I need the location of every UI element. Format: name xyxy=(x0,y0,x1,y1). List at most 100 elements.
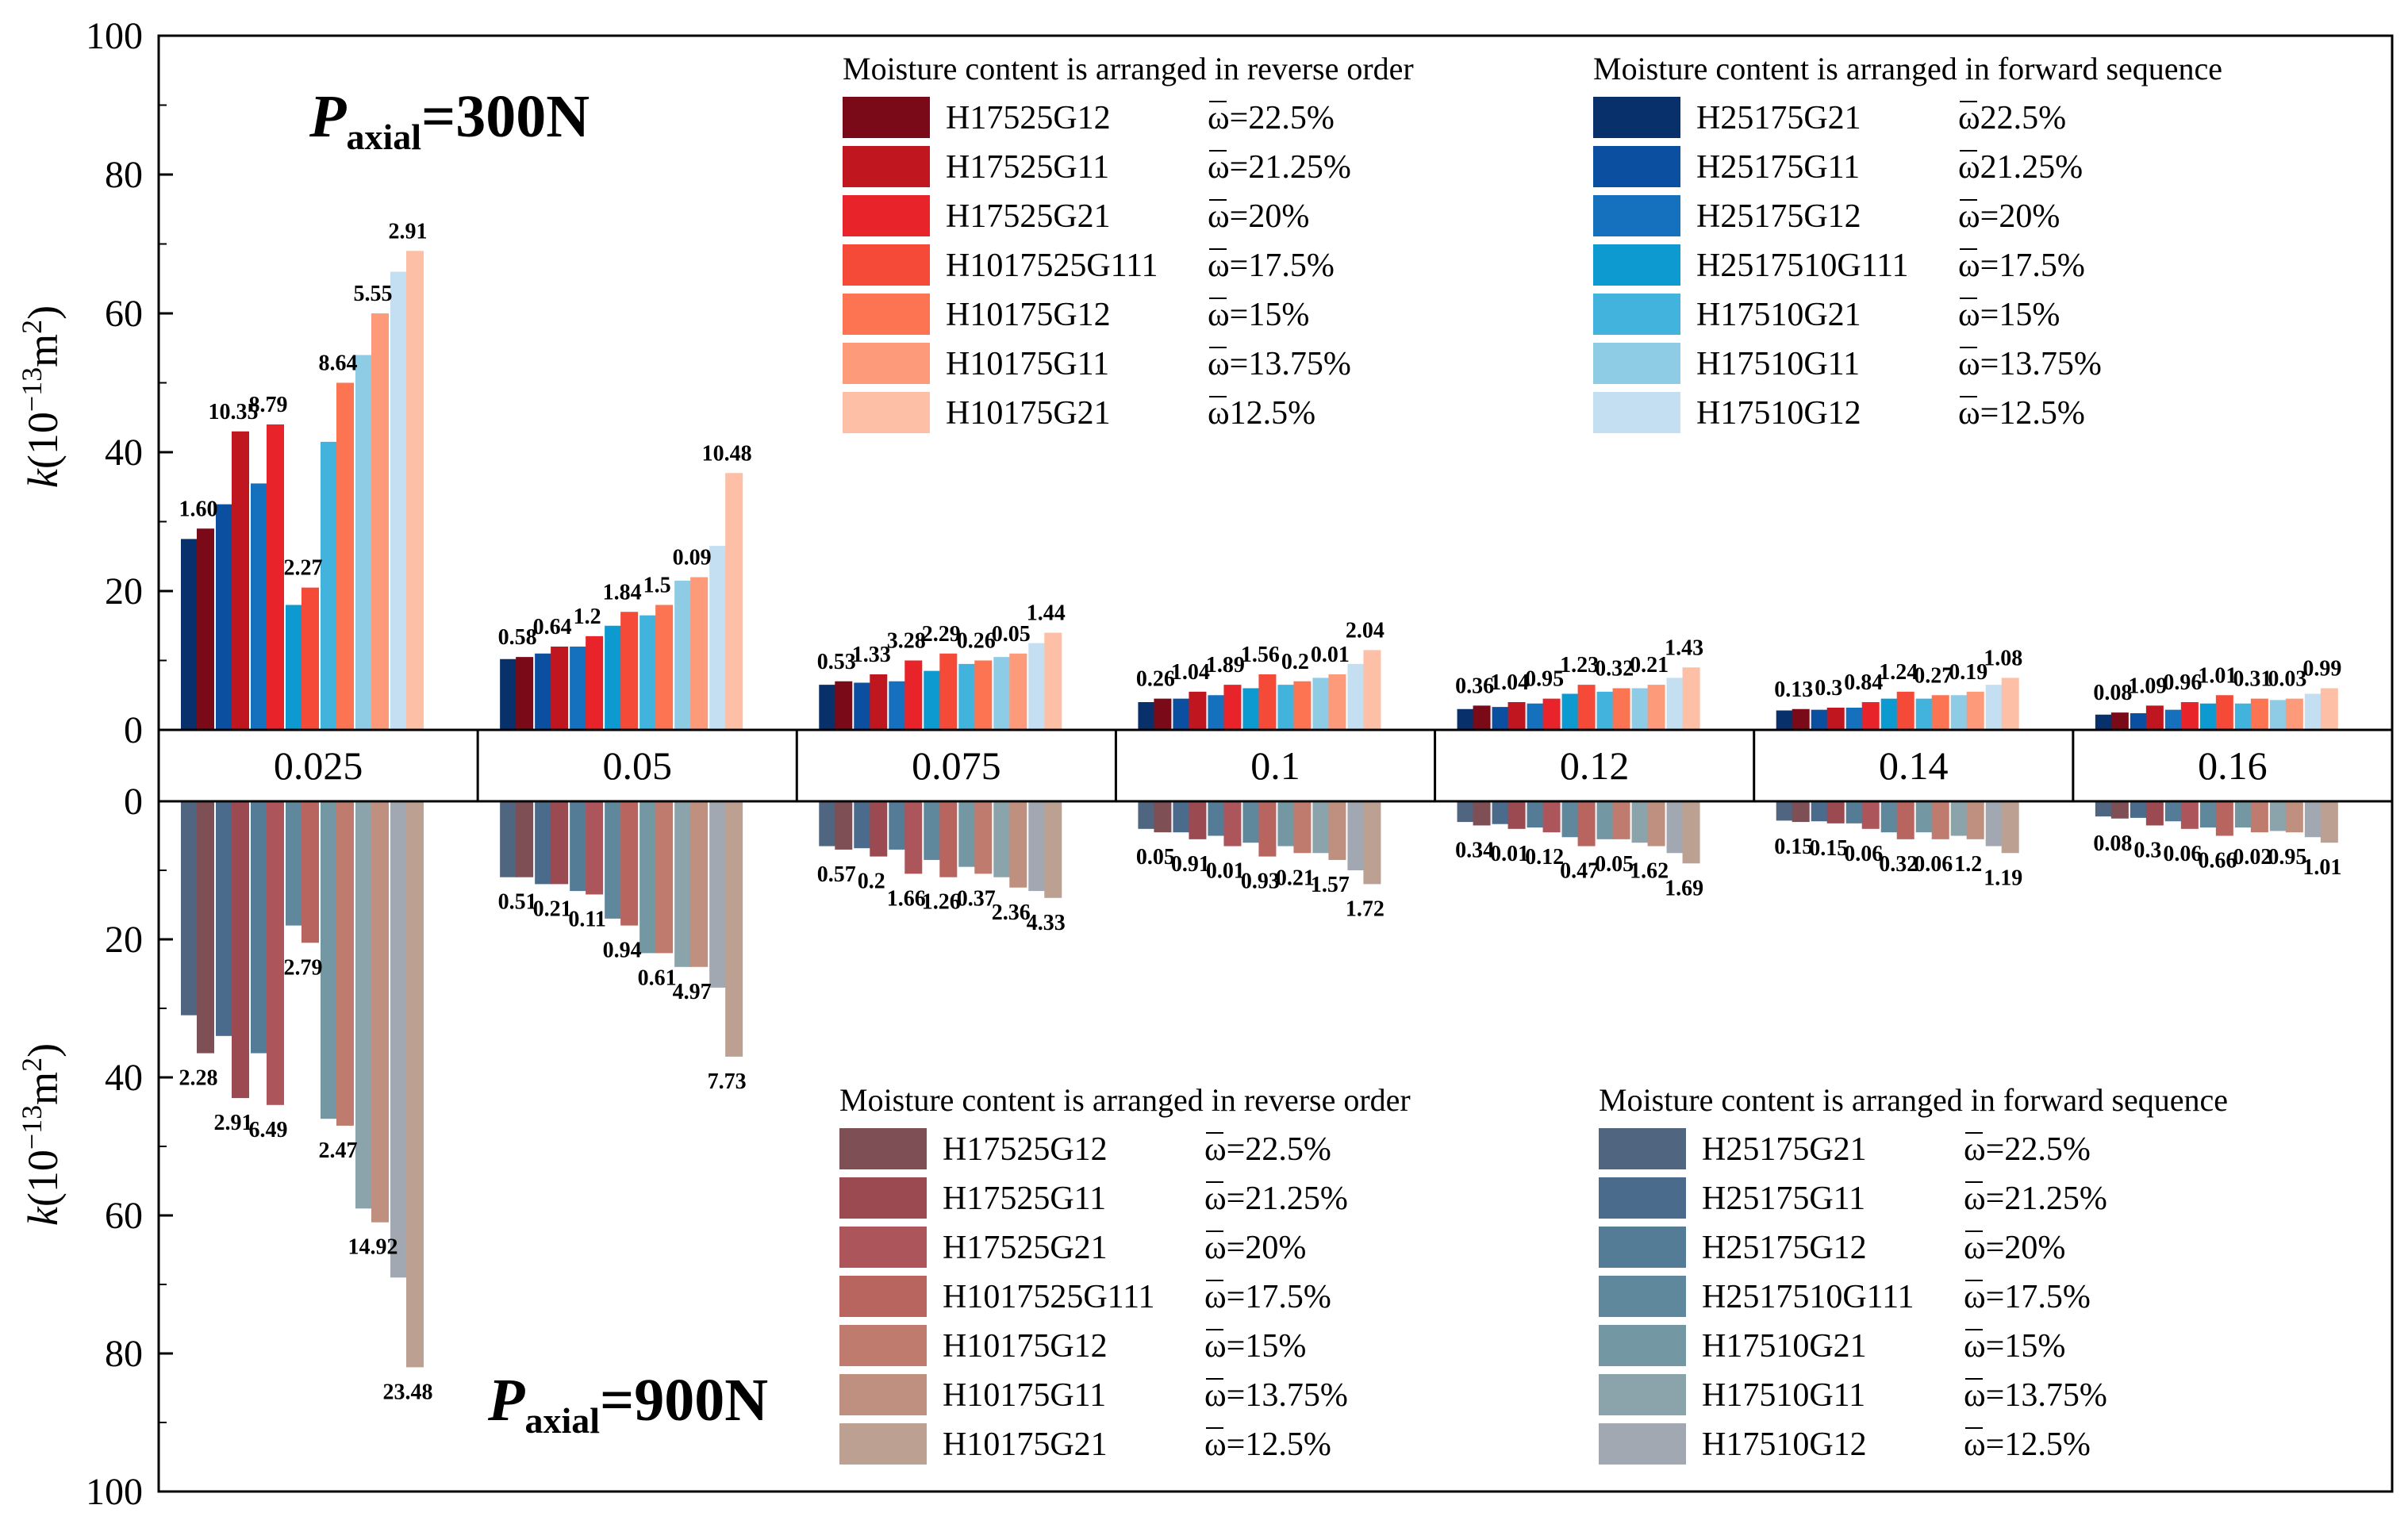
bottom-reverse-legend-name: H1017525G111 xyxy=(943,1279,1155,1315)
data-label: 1.2 xyxy=(1954,852,1982,877)
bottom-reverse-legend-name: H10175G12 xyxy=(943,1328,1108,1365)
top-title-p: P xyxy=(309,83,347,150)
bar-top-forward xyxy=(1666,678,1684,730)
bar-bottom-forward xyxy=(1776,801,1794,821)
bar-bottom-forward xyxy=(1457,801,1475,823)
bottom-forward-legend-name: H17510G11 xyxy=(1702,1377,1865,1414)
data-label: 1.19 xyxy=(1984,866,2022,890)
bottom-forward-legend-name: H17510G12 xyxy=(1702,1426,1867,1463)
bar-bottom-reverse xyxy=(1896,801,1914,839)
bar-top-reverse xyxy=(974,660,993,730)
data-label: 0.34 xyxy=(1455,838,1494,862)
bar-bottom-reverse xyxy=(1826,801,1845,824)
category-label: 0.075 xyxy=(912,743,1001,788)
data-label: 0.64 xyxy=(533,615,572,639)
data-label: 0.21 xyxy=(1276,866,1315,890)
bottom-forward-legend-swatch xyxy=(1599,1423,1686,1465)
bottom-forward-legend-name: H25175G12 xyxy=(1702,1230,1867,1266)
data-label: 0.96 xyxy=(2163,670,2202,695)
bar-top-reverse xyxy=(1154,698,1172,730)
bar-bottom-reverse xyxy=(1223,801,1242,847)
bar-top-forward xyxy=(2164,709,2183,730)
data-label: 0.66 xyxy=(2198,849,2237,873)
top-title-rest: =300N xyxy=(421,83,590,150)
top-reverse-legend-name: H17525G11 xyxy=(946,149,1109,186)
bar-top-forward xyxy=(1277,685,1296,730)
top-reverse-legend-name: H17525G21 xyxy=(946,198,1111,235)
data-label: 0.32 xyxy=(1879,852,1918,877)
data-label: 1.24 xyxy=(1879,660,1918,685)
bar-top-forward xyxy=(1173,698,1191,730)
bar-top-forward xyxy=(1811,709,1829,730)
bar-bottom-forward xyxy=(500,801,518,877)
bar-bottom-reverse xyxy=(336,801,354,1126)
data-label: 1.08 xyxy=(1984,646,2022,670)
top-reverse-legend-moisture: ω=15% xyxy=(1208,297,1309,333)
bottom-reverse-legend-moisture: ω=17.5% xyxy=(1204,1279,1331,1315)
bar-bottom-reverse xyxy=(835,801,853,850)
legends: Moisture content is arranged in reverse … xyxy=(839,51,2228,1465)
bar-bottom-forward xyxy=(1277,801,1296,847)
bottom-panel-bars xyxy=(181,801,2338,1368)
bar-top-reverse xyxy=(939,653,958,730)
data-label: 0.61 xyxy=(638,966,677,990)
bottom-reverse-legend-name: H10175G21 xyxy=(943,1426,1108,1463)
bar-bottom-reverse xyxy=(1542,801,1561,833)
data-label: 0.91 xyxy=(1171,852,1210,877)
bar-top-forward xyxy=(993,657,1012,730)
bottom-forward-legend-swatch xyxy=(1599,1227,1686,1268)
bar-bottom-reverse xyxy=(267,801,284,1105)
bar-bottom-forward xyxy=(1028,801,1047,892)
bar-bottom-reverse xyxy=(620,801,639,926)
bar-top-forward xyxy=(2199,703,2218,730)
top-forward-legend-name: H17510G12 xyxy=(1696,395,1861,432)
bar-bottom-forward xyxy=(2095,801,2113,817)
data-label: 2.29 xyxy=(922,622,961,647)
top-panel-bars xyxy=(181,251,2338,730)
data-label: 0.94 xyxy=(603,939,642,963)
top-reverse-legend-moisture: ω12.5% xyxy=(1208,395,1315,432)
bar-top-reverse xyxy=(1966,691,1984,730)
bar-top-reverse xyxy=(406,251,424,730)
bar-top-forward xyxy=(2234,703,2252,730)
bar-bottom-forward xyxy=(321,801,338,1119)
bar-top-reverse xyxy=(1861,702,1880,730)
top-forward-legend-moisture: ω=13.75% xyxy=(1958,346,2102,382)
bar-bottom-forward xyxy=(1527,801,1545,828)
bar-top-reverse xyxy=(232,431,249,730)
bar-top-forward xyxy=(889,681,907,730)
bar-bottom-reverse xyxy=(1507,801,1526,829)
top-reverse-legend-swatch xyxy=(843,392,930,433)
top-panel-axes: 0 0 20 20 40 40 60 60 80 80 100 100 xyxy=(86,15,2394,1513)
data-label: 0.31 xyxy=(2233,667,2272,692)
bar-top-forward xyxy=(854,682,872,730)
bottom-y-tick-label: 20 xyxy=(105,919,143,961)
bar-bottom-forward xyxy=(889,801,907,850)
bottom-forward-legend-moisture: ω=20% xyxy=(1964,1230,2065,1266)
bar-bottom-reverse xyxy=(1154,801,1172,833)
data-label: 2.36 xyxy=(992,900,1031,925)
top-reverse-legend-moisture: ω=22.5% xyxy=(1208,100,1335,136)
data-label: 0.32 xyxy=(1595,657,1634,681)
bar-top-reverse xyxy=(1826,708,1845,730)
data-label: 0.11 xyxy=(568,907,605,931)
top-reverse-legend-swatch xyxy=(843,343,930,384)
top-y-tick-label: 80 xyxy=(105,154,143,196)
bottom-reverse-legend-swatch xyxy=(839,1325,927,1366)
bottom-panel-title: Paxial=900N xyxy=(487,1367,768,1441)
bar-top-forward xyxy=(216,504,233,730)
top-reverse-legend-moisture: ω=17.5% xyxy=(1208,248,1335,284)
bar-top-forward xyxy=(674,580,693,730)
bar-top-forward xyxy=(355,355,373,730)
data-label: 0.06 xyxy=(1914,852,1953,877)
bar-bottom-forward xyxy=(1666,801,1684,854)
data-label: 1.60 xyxy=(179,497,218,521)
data-label: 0.05 xyxy=(1136,845,1175,870)
bar-bottom-reverse xyxy=(1189,801,1207,839)
bar-top-forward xyxy=(2130,713,2148,730)
top-reverse-legend-name: H17525G12 xyxy=(946,100,1111,136)
bottom-reverse-legend-title: Moisture content is arranged in reverse … xyxy=(839,1082,1411,1118)
bar-bottom-forward xyxy=(286,801,303,926)
bar-bottom-reverse xyxy=(586,801,604,895)
